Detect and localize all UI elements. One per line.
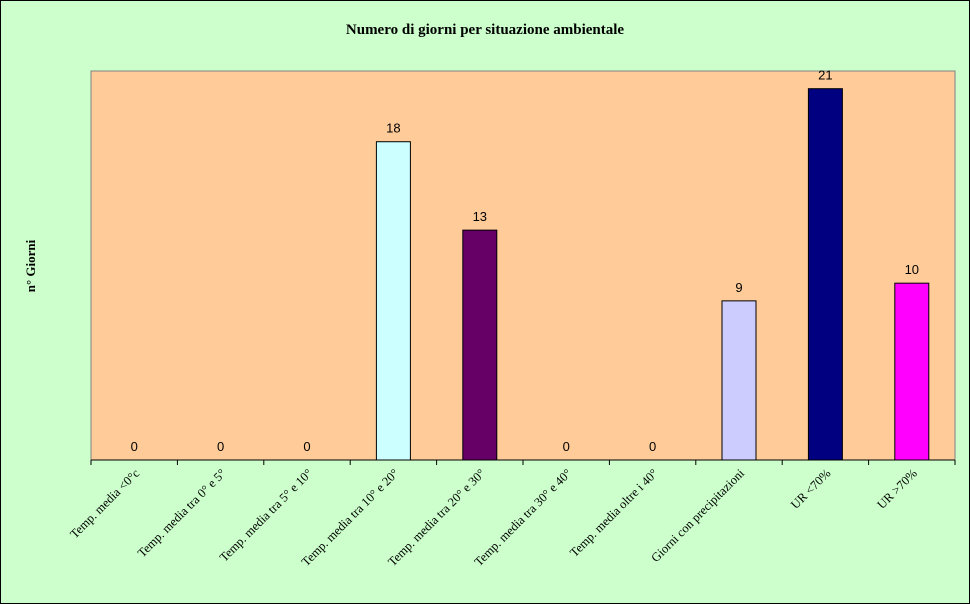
chart-title: Numero di giorni per situazione ambienta… bbox=[345, 22, 625, 38]
data-label: 10 bbox=[905, 262, 919, 277]
bar bbox=[462, 229, 498, 461]
x-tick-label: Temp. media oltre i 40° bbox=[567, 466, 661, 560]
x-tick-label: Temp. media tra 5° e 10° bbox=[217, 466, 315, 564]
x-tick-label: Temp. media tra 20° e 30° bbox=[385, 466, 488, 569]
x-tick-label: Temp. media tra 0° e 5° bbox=[135, 466, 229, 560]
x-tick-label: Giorni con precipitazioni bbox=[648, 466, 747, 565]
bar bbox=[807, 88, 843, 461]
data-label: 0 bbox=[303, 439, 310, 454]
data-label: 9 bbox=[735, 280, 742, 295]
x-tick-label: UR >70% bbox=[874, 466, 920, 512]
x-tick-label: Temp. media tra 10° e 20° bbox=[299, 466, 402, 569]
data-label: 0 bbox=[217, 439, 224, 454]
data-label: 0 bbox=[131, 439, 138, 454]
x-tick-label: Temp. media tra 30° e 40° bbox=[472, 466, 575, 569]
data-label: 18 bbox=[386, 121, 400, 136]
bar bbox=[721, 300, 757, 461]
data-label: 0 bbox=[649, 439, 656, 454]
data-label: 21 bbox=[818, 68, 832, 83]
data-label: 13 bbox=[473, 209, 487, 224]
x-tick-label: Temp. media <0°c bbox=[67, 466, 142, 541]
x-tick-label: UR <70% bbox=[788, 466, 834, 512]
bar bbox=[894, 282, 930, 461]
bar bbox=[375, 141, 411, 461]
data-label: 0 bbox=[563, 439, 570, 454]
